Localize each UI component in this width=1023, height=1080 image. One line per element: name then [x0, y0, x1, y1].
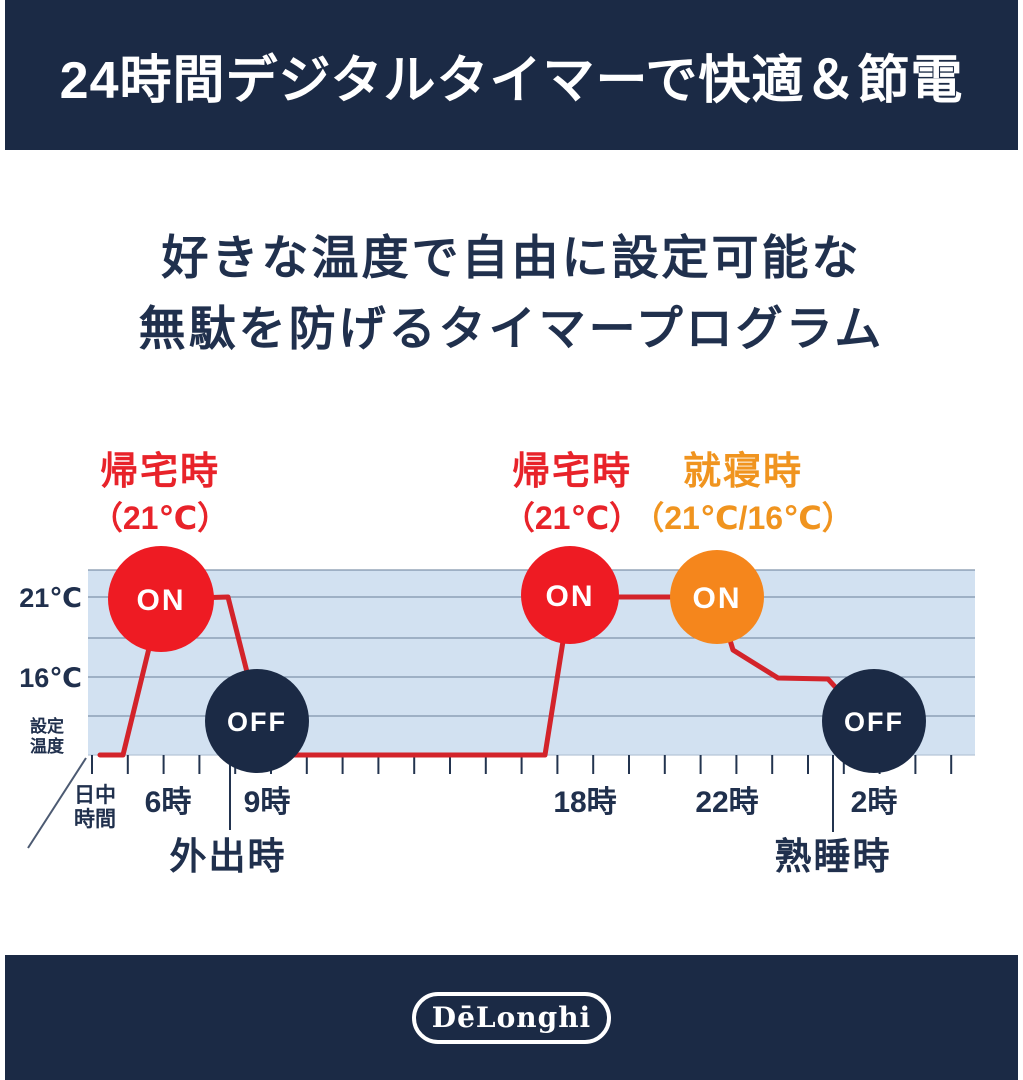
marker-on-circle	[670, 550, 764, 644]
y-axis-label: 16℃	[19, 663, 82, 693]
x-axis-break-label: 時間	[74, 807, 116, 831]
marker-state-label: OFF	[227, 707, 287, 737]
y-axis-caption: 温度	[30, 736, 65, 756]
footer: DēLonghi	[5, 955, 1018, 1080]
y-axis-label: 21℃	[19, 583, 82, 613]
scene-label: 熟睡時	[775, 836, 892, 877]
event-label-temp: （21℃/16℃）	[632, 500, 854, 536]
marker-state-label: ON	[693, 582, 742, 615]
x-tick-label: 22時	[695, 786, 758, 819]
event-label-temp: （21℃）	[503, 500, 641, 536]
marker-on-circle	[108, 546, 214, 652]
marker-state-label: ON	[546, 580, 595, 613]
event-label-title: 就寝時	[683, 450, 803, 493]
marker-on-circle	[521, 546, 619, 644]
x-tick-label: 18時	[553, 786, 616, 819]
marker-state-label: OFF	[844, 707, 904, 737]
x-tick-label: 6時	[145, 786, 192, 819]
marker-off-circle	[822, 669, 926, 773]
delonghi-logo-text: DēLonghi	[431, 1001, 592, 1034]
event-label-title: 帰宅時	[512, 450, 632, 493]
x-tick-label: 2時	[851, 786, 898, 819]
heading: 好きな温度で自由に設定可能な 無駄を防げるタイマープログラム	[0, 222, 1023, 364]
marker-off-circle	[205, 669, 309, 773]
banner: 24時間デジタルタイマーで快適＆節電	[5, 0, 1018, 150]
x-axis-break-label: 日中	[74, 784, 116, 807]
event-label-temp: （21℃）	[91, 500, 229, 536]
scene-label: 外出時	[170, 836, 287, 877]
x-tick-label: 9時	[244, 786, 291, 819]
heading-line-1: 好きな温度で自由に設定可能な	[161, 231, 862, 284]
y-axis-caption: 設定	[30, 716, 64, 736]
marker-state-label: ON	[137, 584, 186, 617]
delonghi-logo: DēLonghi	[411, 991, 612, 1044]
event-label-title: 帰宅時	[100, 450, 220, 493]
axis-break-line	[27, 757, 87, 849]
banner-title: 24時間デジタルタイマーで快適＆節電	[59, 51, 964, 110]
heading-line-2: 無駄を防げるタイマープログラム	[138, 302, 885, 355]
